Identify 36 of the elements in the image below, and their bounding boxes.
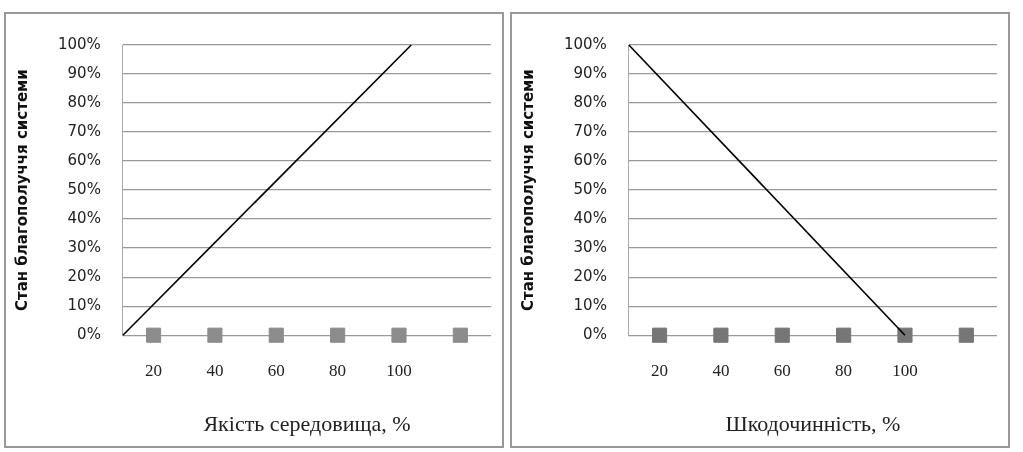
y-tick-label: 90% (573, 63, 607, 82)
x-tick-label: 40 (206, 360, 224, 380)
y-tick-label: 70% (573, 121, 607, 140)
x-tick-label: 20 (651, 360, 669, 380)
x-tick-label: 80 (329, 360, 347, 380)
y-tick-label: 60% (573, 150, 607, 169)
y-tick-label: 0% (77, 325, 101, 344)
y-tick-label: 20% (573, 267, 607, 286)
y-tick-label: 40% (573, 209, 607, 228)
x-tick-label: 60 (267, 360, 285, 380)
y-tick-label: 80% (67, 92, 101, 111)
y-tick-label: 70% (67, 121, 101, 140)
y-tick-label: 90% (67, 63, 101, 82)
x-tick-label: 80 (835, 360, 853, 380)
y-axis-title: Стан благополуччя системи (12, 69, 31, 312)
y-tick-label: 10% (67, 296, 101, 315)
x-tick-label: 100 (892, 360, 918, 380)
y-tick-label: 10% (573, 296, 607, 315)
y-axis-title: Стан благополуччя системи (518, 69, 537, 312)
x-axis-title: Якість середовища, % (203, 410, 411, 436)
x-tick-label: 60 (773, 360, 791, 380)
y-tick-label: 100% (57, 34, 101, 53)
y-tick-label: 60% (67, 150, 101, 169)
x-tick-label: 100 (386, 360, 412, 380)
y-tick-label: 100% (563, 34, 607, 53)
y-tick-label: 50% (573, 179, 607, 198)
y-tick-label: 50% (67, 179, 101, 198)
y-tick-label: 0% (583, 325, 607, 344)
y-tick-label: 40% (67, 209, 101, 228)
y-tick-label: 30% (67, 238, 101, 257)
y-tick-label: 20% (67, 267, 101, 286)
x-axis-title: Шкодочинність, % (725, 410, 901, 436)
x-tick-label: 20 (145, 360, 163, 380)
y-tick-label: 80% (573, 92, 607, 111)
x-tick-label: 40 (712, 360, 730, 380)
y-tick-label: 30% (573, 238, 607, 257)
